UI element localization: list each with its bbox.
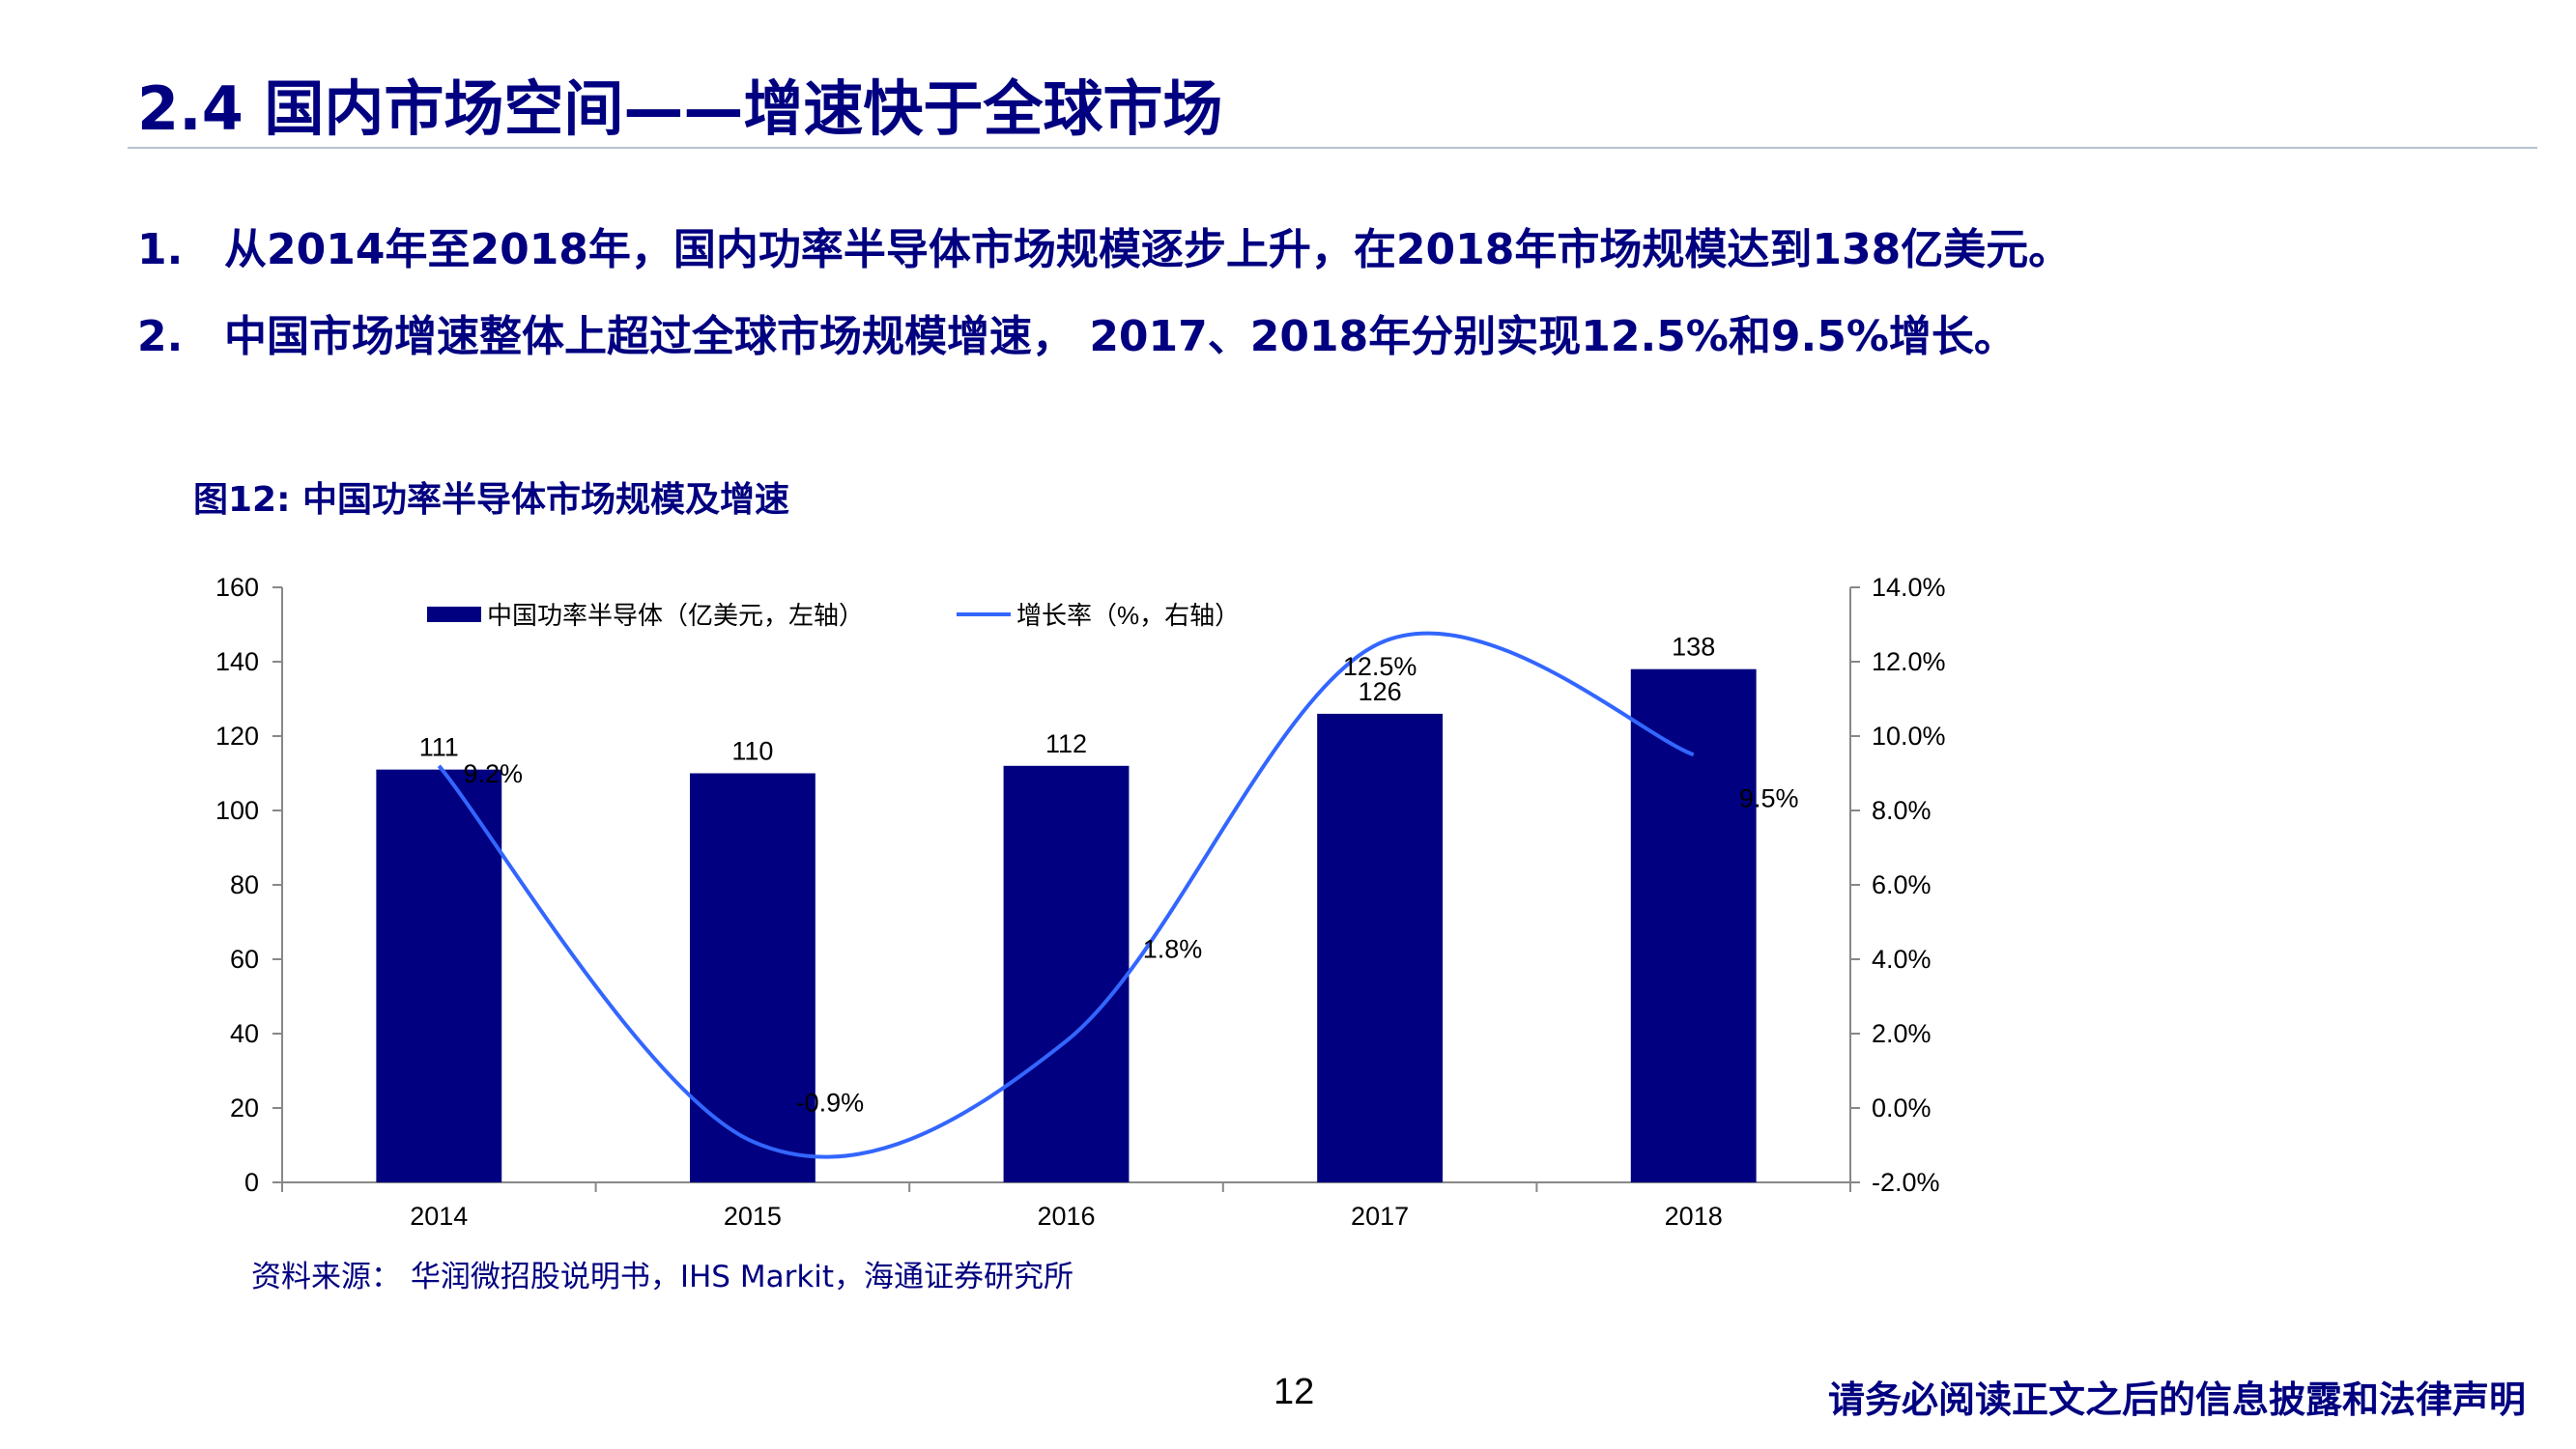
footer-disclaimer: 请务必阅读正文之后的信息披露和法律声明 [1827,1378,2526,1421]
left-axis-tick-label: 100 [215,796,259,825]
right-axis-tick-label: 4.0% [1872,945,1932,974]
right-axis-tick-label: 10.0% [1872,722,1946,751]
figure-caption: 图12: 中国功率半导体市场规模及增速 [193,480,790,520]
bar-value-label: 126 [1359,677,1402,706]
right-axis-tick-label: 12.0% [1872,647,1946,676]
bullet-2-number: 2. [137,312,184,361]
x-axis-tick-label: 2015 [724,1202,782,1231]
bullet-1: 1. 从2014年至2018年，国内功率半导体市场规模逐步上升，在2018年市场规… [137,214,2071,276]
bar-value-label: 110 [731,737,773,766]
x-axis-tick-label: 2018 [1665,1202,1723,1231]
bar [376,769,502,1182]
left-axis-tick-label: 60 [230,945,259,974]
bullet-2: 2. 中国市场增速整体上超过全球市场规模增速， 2017、2018年分别实现12.… [137,301,2017,363]
bar-value-label: 138 [1672,633,1715,662]
right-axis-tick-label: -2.0% [1872,1168,1940,1197]
legend-bar-label: 中国功率半导体（亿美元，左轴） [487,601,864,630]
left-axis-tick-label: 80 [230,870,259,899]
bullet-1-number: 1. [137,225,184,274]
growth-rate-line [437,631,1695,1159]
right-axis-tick-label: 0.0% [1872,1094,1932,1122]
growth-rate-label: 1.8% [1143,935,1203,964]
bar [1003,765,1130,1182]
growth-rate-label: 9.2% [464,759,524,788]
bar-value-label: 111 [419,733,459,762]
growth-rate-label: 9.5% [1739,783,1799,812]
bar [1630,668,1757,1182]
legend-bar-swatch [427,607,481,622]
figure-source: 资料来源： 华润微招股说明书，IHS Markit，海通证券研究所 [251,1260,1074,1294]
left-axis-tick-label: 160 [215,573,259,602]
right-axis-tick-label: 8.0% [1872,796,1932,825]
bullet-1-text: 从2014年至2018年，国内功率半导体市场规模逐步上升，在2018年市场规模达… [224,225,2072,274]
left-axis-tick-label: 0 [244,1168,259,1197]
bullet-2-text: 中国市场增速整体上超过全球市场规模增速， 2017、2018年分别实现12.5%… [224,312,2017,361]
title-divider [128,147,2537,149]
page-number: 12 [1274,1372,1315,1412]
page-title: 2.4 国内市场空间——增速快于全球市场 [137,73,1223,144]
left-axis-tick-label: 140 [215,647,259,676]
x-axis-tick-label: 2016 [1037,1202,1095,1231]
left-axis-tick-label: 20 [230,1094,259,1122]
bar-value-label: 112 [1045,729,1087,758]
left-axis-tick-label: 40 [230,1019,259,1048]
growth-rate-label: -0.9% [796,1089,865,1118]
right-axis-tick-label: 6.0% [1872,870,1932,899]
legend-line-label: 增长率（%，右轴） [1016,601,1240,630]
right-axis-tick-label: 14.0% [1872,573,1946,602]
bar [689,773,816,1182]
right-axis-tick-label: 2.0% [1872,1019,1932,1048]
bar [1317,713,1444,1182]
x-axis-tick-label: 2014 [410,1202,468,1231]
x-axis-tick-label: 2017 [1351,1202,1409,1231]
growth-rate-label: 12.5% [1343,652,1417,681]
left-axis-tick-label: 120 [215,722,259,751]
